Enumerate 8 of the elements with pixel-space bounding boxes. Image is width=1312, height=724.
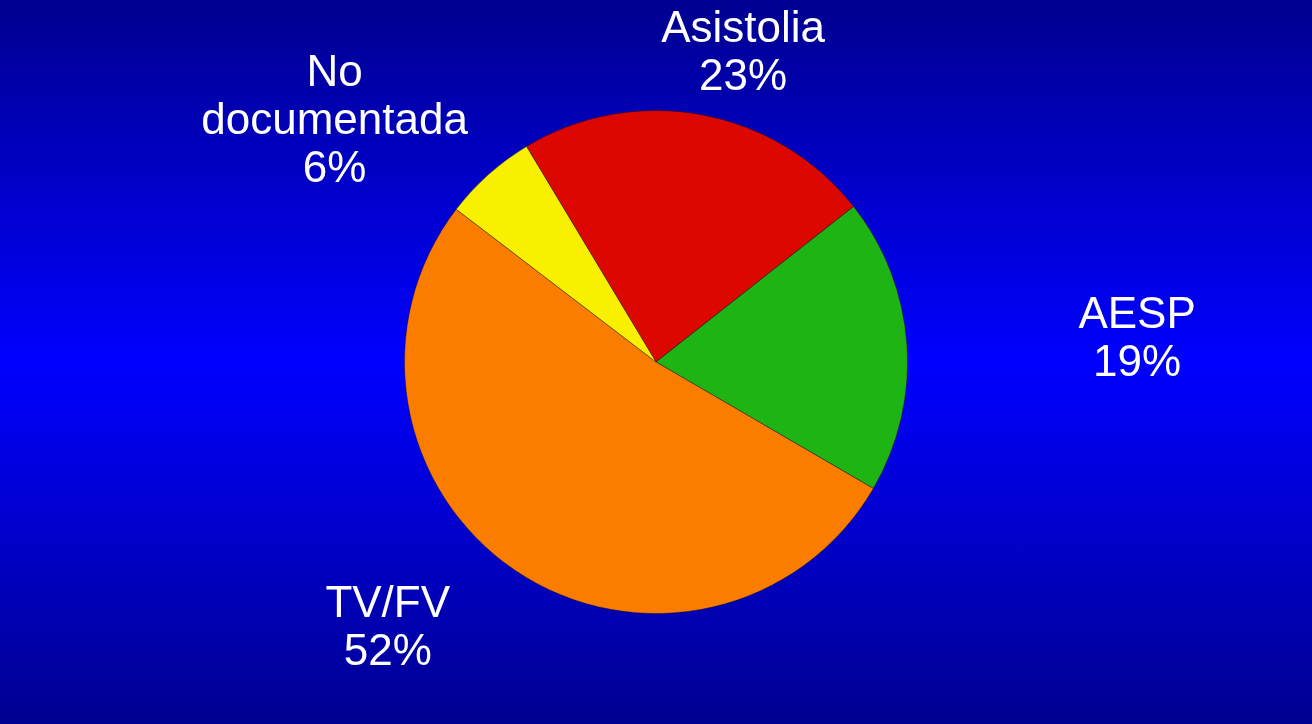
slice-label: No documentada <box>201 46 469 144</box>
slice-label: Asistolia <box>661 2 826 52</box>
slice-label: TV/FV <box>325 577 451 627</box>
data-label: 23% <box>699 50 788 100</box>
data-label: 19% <box>1093 335 1182 385</box>
data-label: 6% <box>302 142 367 192</box>
slice-label: AESP <box>1078 287 1196 337</box>
data-label: 52% <box>343 625 432 675</box>
